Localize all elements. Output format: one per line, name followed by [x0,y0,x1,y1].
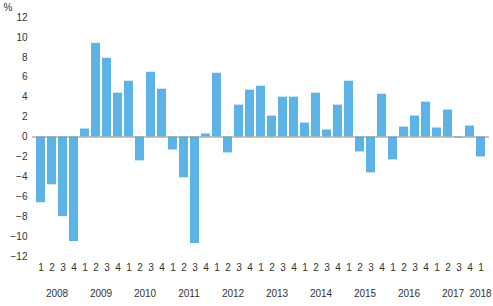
svg-text:1: 1 [390,262,396,273]
svg-text:2012: 2012 [222,288,245,299]
svg-text:2008: 2008 [46,288,69,299]
svg-text:2: 2 [357,262,363,273]
svg-text:0: 0 [22,131,28,142]
svg-text:−8: −8 [16,211,28,222]
svg-text:1: 1 [478,262,484,273]
svg-text:1: 1 [126,262,132,273]
svg-text:4: 4 [159,262,165,273]
svg-text:3: 3 [412,262,418,273]
svg-text:2: 2 [137,262,143,273]
svg-text:2018: 2018 [469,288,492,299]
svg-text:−2: −2 [16,151,28,162]
svg-text:4: 4 [203,262,209,273]
svg-text:2017: 2017 [442,288,465,299]
svg-text:3: 3 [368,262,374,273]
svg-text:%: % [4,2,13,13]
svg-text:2009: 2009 [90,288,113,299]
svg-text:3: 3 [148,262,154,273]
svg-text:2: 2 [225,262,231,273]
svg-text:4: 4 [467,262,473,273]
svg-text:2015: 2015 [354,288,377,299]
svg-text:1: 1 [258,262,264,273]
svg-text:10: 10 [16,32,28,43]
svg-text:2: 2 [181,262,187,273]
svg-text:4: 4 [115,262,121,273]
svg-text:1: 1 [170,262,176,273]
svg-text:2016: 2016 [398,288,421,299]
svg-text:12: 12 [16,12,28,23]
svg-text:1: 1 [434,262,440,273]
svg-text:2013: 2013 [266,288,289,299]
svg-text:4: 4 [423,262,429,273]
svg-text:2010: 2010 [134,288,157,299]
svg-text:−6: −6 [16,191,28,202]
svg-text:2: 2 [49,262,55,273]
svg-text:3: 3 [280,262,286,273]
svg-text:1: 1 [214,262,220,273]
svg-text:3: 3 [192,262,198,273]
svg-text:3: 3 [324,262,330,273]
svg-text:3: 3 [456,262,462,273]
svg-text:2: 2 [401,262,407,273]
svg-text:2: 2 [313,262,319,273]
svg-text:−4: −4 [16,171,28,182]
svg-text:6: 6 [22,71,28,82]
svg-text:4: 4 [247,262,253,273]
svg-text:3: 3 [60,262,66,273]
svg-text:4: 4 [71,262,77,273]
svg-text:2: 2 [445,262,451,273]
svg-text:2011: 2011 [178,288,200,299]
svg-text:2: 2 [22,111,28,122]
svg-text:1: 1 [302,262,308,273]
svg-text:1: 1 [346,262,352,273]
svg-text:4: 4 [291,262,297,273]
svg-text:8: 8 [22,52,28,63]
svg-text:2: 2 [269,262,275,273]
svg-text:2: 2 [93,262,99,273]
svg-text:1: 1 [82,262,88,273]
svg-text:4: 4 [22,91,28,102]
svg-text:−12: −12 [11,251,28,262]
svg-text:−10: −10 [11,231,28,242]
svg-text:4: 4 [379,262,385,273]
svg-text:3: 3 [236,262,242,273]
svg-text:1: 1 [38,262,44,273]
svg-text:2014: 2014 [310,288,333,299]
svg-text:3: 3 [104,262,110,273]
svg-text:4: 4 [335,262,341,273]
